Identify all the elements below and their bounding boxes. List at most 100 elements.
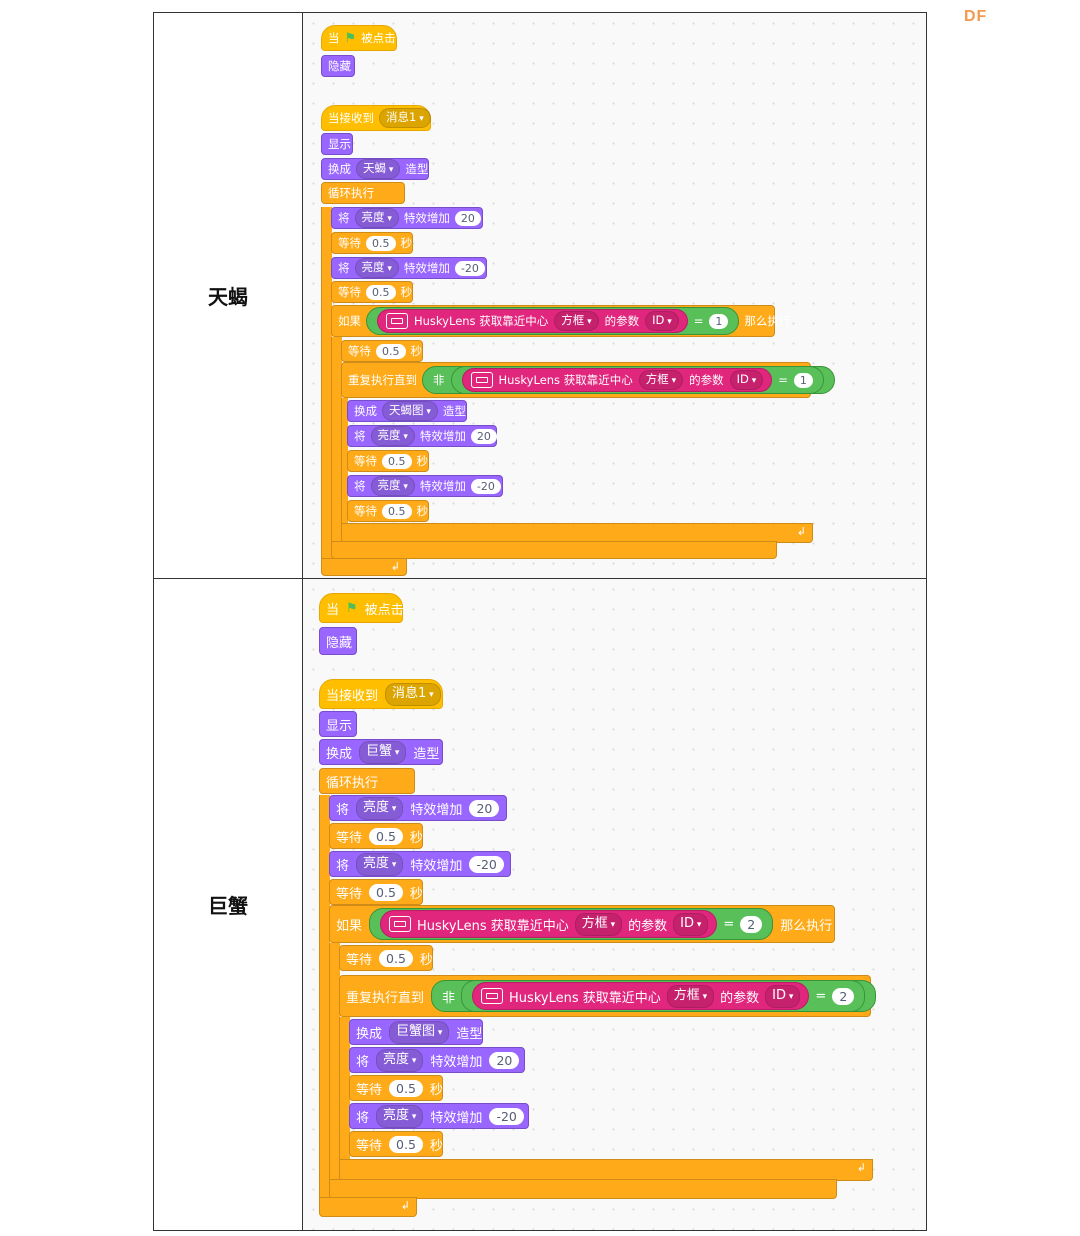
- change-effect-block[interactable]: 将亮度特效增加 -20: [349, 1103, 529, 1129]
- id-dropdown[interactable]: ID: [765, 984, 801, 1008]
- costume-dropdown[interactable]: 巨蟹图: [389, 1020, 450, 1044]
- not-label: 非: [433, 373, 445, 387]
- effect-amount-input[interactable]: -20: [470, 478, 501, 494]
- equals-operator[interactable]: HuskyLens 获取靠近中心方框的参数 ID = 1: [450, 366, 824, 394]
- switch-costume-block[interactable]: 换成天蝎造型: [321, 158, 429, 180]
- box-dropdown[interactable]: 方框: [638, 370, 684, 390]
- repeat-until-label: 重复执行直到: [348, 373, 417, 387]
- forever-block[interactable]: 循环执行: [321, 182, 405, 204]
- wait-seconds-input[interactable]: 0.5: [369, 883, 403, 901]
- c-block-arm: [339, 1017, 350, 1159]
- costume-dropdown[interactable]: 巨蟹: [359, 740, 407, 764]
- id-dropdown[interactable]: ID: [645, 311, 679, 331]
- change-by-label: 特效增加: [410, 802, 463, 818]
- change-effect-block[interactable]: 将亮度特效增加 -20: [331, 257, 487, 279]
- if-block[interactable]: 如果 HuskyLens 获取靠近中心方框的参数 ID = 2 那么执行: [329, 905, 835, 943]
- switch-costume-block[interactable]: 换成巨蟹造型: [319, 739, 443, 765]
- wait-block[interactable]: 等待 0.5 秒: [349, 1075, 443, 1101]
- box-dropdown[interactable]: 方框: [666, 984, 715, 1008]
- huskylens-reporter[interactable]: HuskyLens 获取靠近中心方框的参数 ID: [380, 910, 718, 938]
- when-receive-block[interactable]: 当接收到 消息1: [319, 679, 443, 709]
- when-flag-clicked-block[interactable]: 当 ⚑ 被点击: [321, 25, 397, 51]
- switch-costume-block[interactable]: 换成天蝎图造型: [347, 400, 467, 422]
- wait-seconds-input[interactable]: 0.5: [376, 343, 406, 359]
- id-value-input[interactable]: 1: [709, 313, 729, 329]
- wait-seconds-input[interactable]: 0.5: [382, 453, 412, 469]
- show-block[interactable]: 显示: [319, 711, 357, 737]
- change-effect-block[interactable]: 将亮度特效增加 20: [349, 1047, 525, 1073]
- id-value-input[interactable]: 1: [793, 372, 813, 388]
- id-dropdown[interactable]: ID: [729, 370, 764, 390]
- huskylens-reporter[interactable]: HuskyLens 获取靠近中心方框的参数 ID: [377, 309, 688, 333]
- effect-amount-input[interactable]: -20: [454, 260, 485, 276]
- effect-dropdown[interactable]: 亮度: [356, 796, 404, 820]
- hide-block[interactable]: 隐藏: [321, 55, 355, 77]
- effect-dropdown[interactable]: 亮度: [354, 208, 399, 228]
- wait-block[interactable]: 等待 0.5 秒: [349, 1131, 443, 1157]
- when-receive-block[interactable]: 当接收到 消息1: [321, 105, 431, 131]
- if-block[interactable]: 如果 HuskyLens 获取靠近中心方框的参数 ID = 1 那么执行: [331, 305, 790, 337]
- wait-seconds-input[interactable]: 0.5: [369, 827, 403, 845]
- seconds-label: 秒: [416, 504, 429, 518]
- equals-operator[interactable]: HuskyLens 获取靠近中心方框的参数 ID = 2: [369, 908, 774, 940]
- when-flag-clicked-block[interactable]: 当 ⚑ 被点击: [319, 593, 404, 623]
- id-value-input[interactable]: 2: [832, 987, 855, 1005]
- effect-dropdown[interactable]: 亮度: [370, 476, 415, 496]
- wait-seconds-input[interactable]: 0.5: [389, 1079, 423, 1097]
- wait-block[interactable]: 等待 0.5 秒: [331, 281, 413, 303]
- hide-block[interactable]: 隐藏: [319, 627, 357, 655]
- costume-dropdown[interactable]: 天蝎: [356, 159, 401, 179]
- effect-amount-input[interactable]: 20: [469, 799, 500, 817]
- huskylens-reporter[interactable]: HuskyLens 获取靠近中心方框的参数 ID: [472, 982, 810, 1010]
- effect-dropdown[interactable]: 亮度: [376, 1048, 424, 1072]
- param-label: 的参数: [720, 990, 760, 1006]
- not-operator[interactable]: 非 HuskyLens 获取靠近中心方框的参数 ID = 2: [431, 980, 877, 1012]
- repeat-until-block[interactable]: 重复执行直到 非 HuskyLens 获取靠近中心方框的参数 ID = 2: [339, 975, 877, 1017]
- wait-block[interactable]: 等待 0.5 秒: [339, 945, 433, 971]
- switch-costume-block[interactable]: 换成巨蟹图造型: [349, 1019, 483, 1045]
- wait-seconds-input[interactable]: 0.5: [379, 949, 413, 967]
- show-block[interactable]: 显示: [321, 133, 353, 155]
- effect-amount-input[interactable]: 20: [489, 1051, 520, 1069]
- message-dropdown[interactable]: 消息1: [385, 682, 441, 706]
- effect-dropdown[interactable]: 亮度: [370, 426, 415, 446]
- wait-seconds-input[interactable]: 0.5: [389, 1135, 423, 1153]
- change-effect-block[interactable]: 将亮度特效增加 20: [347, 425, 497, 447]
- wait-block[interactable]: 等待 0.5 秒: [341, 340, 423, 362]
- if-label: 如果: [336, 918, 363, 934]
- effect-amount-input[interactable]: 20: [470, 428, 497, 444]
- not-operator[interactable]: 非 HuskyLens 获取靠近中心方框的参数 ID = 1: [422, 366, 835, 394]
- effect-dropdown[interactable]: 亮度: [354, 258, 399, 278]
- wait-block[interactable]: 等待 0.5 秒: [347, 450, 429, 472]
- wait-block[interactable]: 等待 0.5 秒: [331, 232, 413, 254]
- equals-operator[interactable]: HuskyLens 获取靠近中心方框的参数 ID = 1: [366, 307, 740, 335]
- row-label-cell: 天蝎: [153, 12, 303, 579]
- id-dropdown[interactable]: ID: [673, 912, 709, 936]
- wait-block[interactable]: 等待 0.5 秒: [329, 879, 423, 905]
- effect-amount-input[interactable]: 20: [454, 210, 481, 226]
- wait-seconds-input[interactable]: 0.5: [382, 503, 412, 519]
- change-effect-block[interactable]: 将亮度特效增加 20: [331, 207, 483, 229]
- wait-label: 等待: [356, 1082, 383, 1098]
- effect-dropdown[interactable]: 亮度: [356, 852, 404, 876]
- box-dropdown[interactable]: 方框: [554, 311, 599, 331]
- effect-dropdown[interactable]: 亮度: [376, 1104, 424, 1128]
- repeat-until-block[interactable]: 重复执行直到 非 HuskyLens 获取靠近中心方框的参数 ID = 1: [341, 362, 835, 398]
- forever-block[interactable]: 循环执行: [319, 768, 415, 794]
- change-effect-block[interactable]: 将亮度特效增加 -20: [329, 851, 511, 877]
- box-dropdown[interactable]: 方框: [574, 912, 623, 936]
- wait-block[interactable]: 等待 0.5 秒: [347, 500, 429, 522]
- effect-amount-input[interactable]: -20: [469, 855, 504, 873]
- c-block-arm: [329, 943, 340, 1179]
- wait-block[interactable]: 等待 0.5 秒: [329, 823, 423, 849]
- id-value-input[interactable]: 2: [740, 915, 763, 933]
- message-dropdown[interactable]: 消息1: [379, 108, 431, 128]
- change-effect-block[interactable]: 将亮度特效增加 20: [329, 795, 507, 821]
- effect-amount-input[interactable]: -20: [489, 1107, 524, 1125]
- equals-operator[interactable]: HuskyLens 获取靠近中心方框的参数 ID = 2: [461, 980, 866, 1012]
- wait-seconds-input[interactable]: 0.5: [366, 235, 396, 251]
- wait-seconds-input[interactable]: 0.5: [366, 284, 396, 300]
- huskylens-reporter[interactable]: HuskyLens 获取靠近中心方框的参数 ID: [461, 368, 773, 392]
- change-effect-block[interactable]: 将亮度特效增加 -20: [347, 475, 503, 497]
- costume-dropdown[interactable]: 天蝎图: [382, 401, 438, 421]
